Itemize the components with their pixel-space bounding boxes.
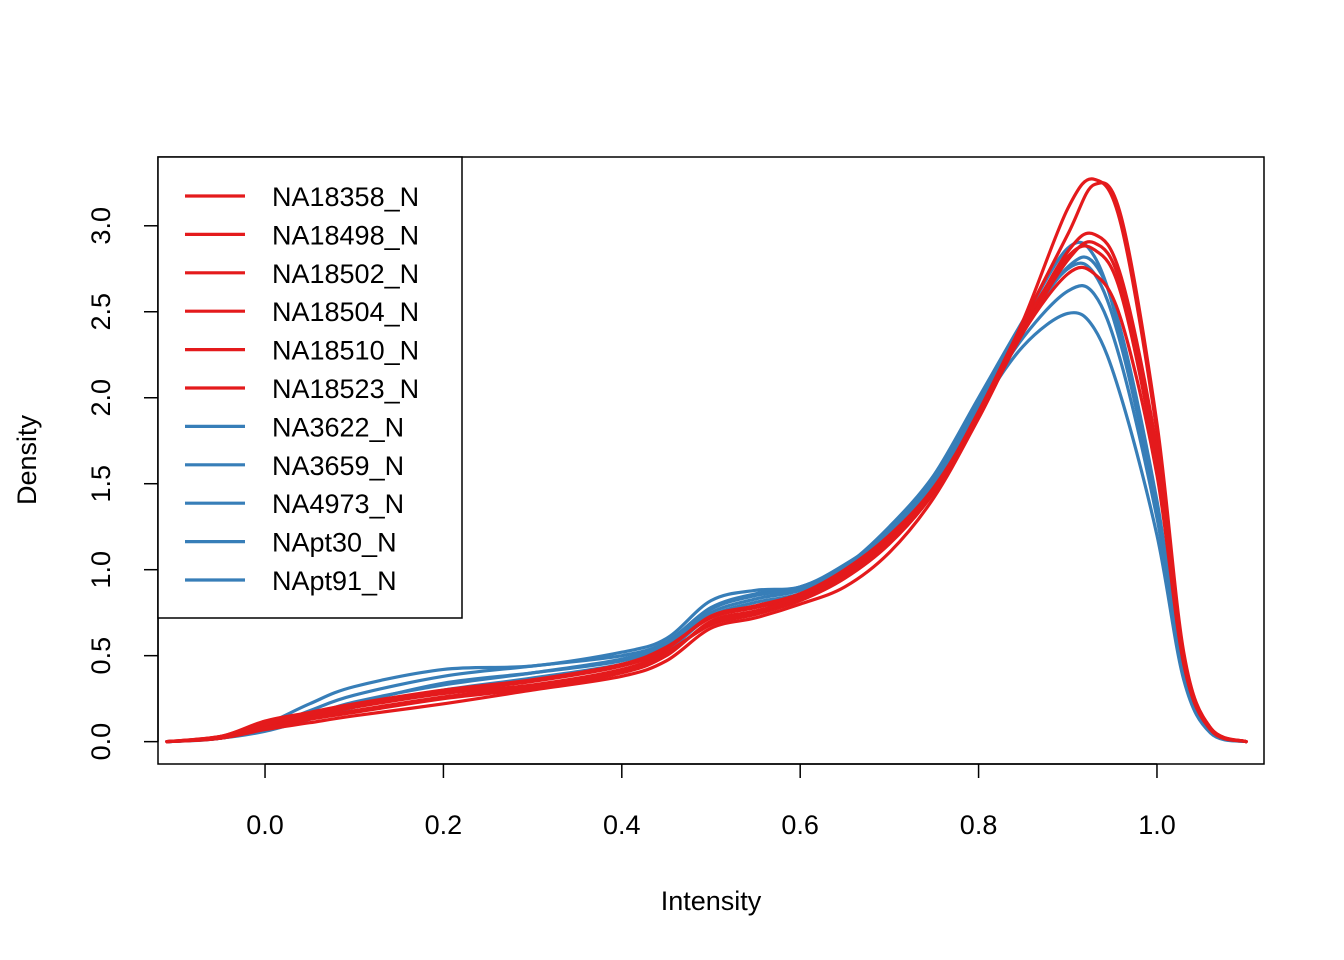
- series-line-napt91-n: [165, 255, 1248, 744]
- x-tick-label: 1.0: [1138, 810, 1176, 840]
- legend-label: NApt30_N: [272, 528, 397, 558]
- x-axis-label: Intensity: [661, 886, 762, 916]
- legend-label: NA3622_N: [272, 412, 404, 442]
- y-tick-label: 1.0: [86, 551, 116, 589]
- x-tick-label: 0.6: [781, 810, 819, 840]
- legend-label: NA18510_N: [272, 336, 419, 366]
- x-tick-label: 0.2: [425, 810, 463, 840]
- series-line-na18502-n: [165, 265, 1248, 744]
- y-tick-label: 0.5: [86, 637, 116, 675]
- legend-label: NA18498_N: [272, 220, 419, 250]
- y-tick-label: 1.5: [86, 465, 116, 503]
- legend-label: NA4973_N: [272, 489, 404, 519]
- legend-label: NA18502_N: [272, 259, 419, 289]
- series-lines: [165, 177, 1248, 744]
- y-tick-label: 3.0: [86, 207, 116, 245]
- legend-label: NA3659_N: [272, 451, 404, 481]
- legend-label: NApt91_N: [272, 566, 397, 596]
- x-tick-label: 0.4: [603, 810, 641, 840]
- legend-label: NA18358_N: [272, 182, 419, 212]
- legend-label: NA18504_N: [272, 297, 419, 327]
- y-tick-label: 0.0: [86, 723, 116, 761]
- series-line-na3659-n: [165, 284, 1248, 744]
- x-tick-label: 0.8: [960, 810, 998, 840]
- series-line-na18498-n: [165, 231, 1248, 744]
- y-tick-label: 2.0: [86, 379, 116, 417]
- x-tick-label: 0.0: [246, 810, 284, 840]
- series-line-na18523-n: [165, 244, 1248, 744]
- y-axis-label: Density: [12, 414, 42, 505]
- legend: NA18358_N NA18498_N NA18502_N NA18504_N NA18…: [157, 156, 463, 619]
- axis-ticks: 0.0 0.2 0.4 0.6 0.8 1.0 0.0 0.5 1.0 1.5 2.0 2.5 3.0: [86, 207, 1176, 840]
- y-tick-label: 2.5: [86, 293, 116, 331]
- legend-label: NA18523_N: [272, 374, 419, 404]
